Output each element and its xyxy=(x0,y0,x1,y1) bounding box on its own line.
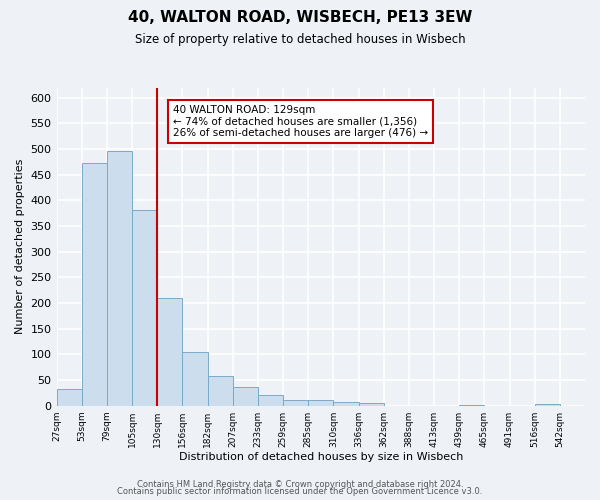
Text: Contains public sector information licensed under the Open Government Licence v3: Contains public sector information licen… xyxy=(118,487,482,496)
Bar xyxy=(258,396,283,406)
Bar xyxy=(208,376,233,406)
Text: 40, WALTON ROAD, WISBECH, PE13 3EW: 40, WALTON ROAD, WISBECH, PE13 3EW xyxy=(128,10,472,25)
Bar xyxy=(535,404,560,406)
Bar xyxy=(233,387,258,406)
Bar xyxy=(157,298,182,406)
Bar xyxy=(107,150,132,406)
Bar xyxy=(132,210,157,406)
Bar xyxy=(308,400,334,406)
Bar xyxy=(334,402,359,406)
Bar xyxy=(283,400,308,406)
Text: 40 WALTON ROAD: 129sqm
← 74% of detached houses are smaller (1,356)
26% of semi-: 40 WALTON ROAD: 129sqm ← 74% of detached… xyxy=(173,105,428,138)
Y-axis label: Number of detached properties: Number of detached properties xyxy=(15,159,25,334)
Bar xyxy=(82,163,107,406)
Bar xyxy=(459,405,484,406)
Text: Contains HM Land Registry data © Crown copyright and database right 2024.: Contains HM Land Registry data © Crown c… xyxy=(137,480,463,489)
Text: Size of property relative to detached houses in Wisbech: Size of property relative to detached ho… xyxy=(134,32,466,46)
Bar xyxy=(56,390,82,406)
X-axis label: Distribution of detached houses by size in Wisbech: Distribution of detached houses by size … xyxy=(179,452,463,462)
Bar xyxy=(182,352,208,406)
Bar xyxy=(359,403,383,406)
